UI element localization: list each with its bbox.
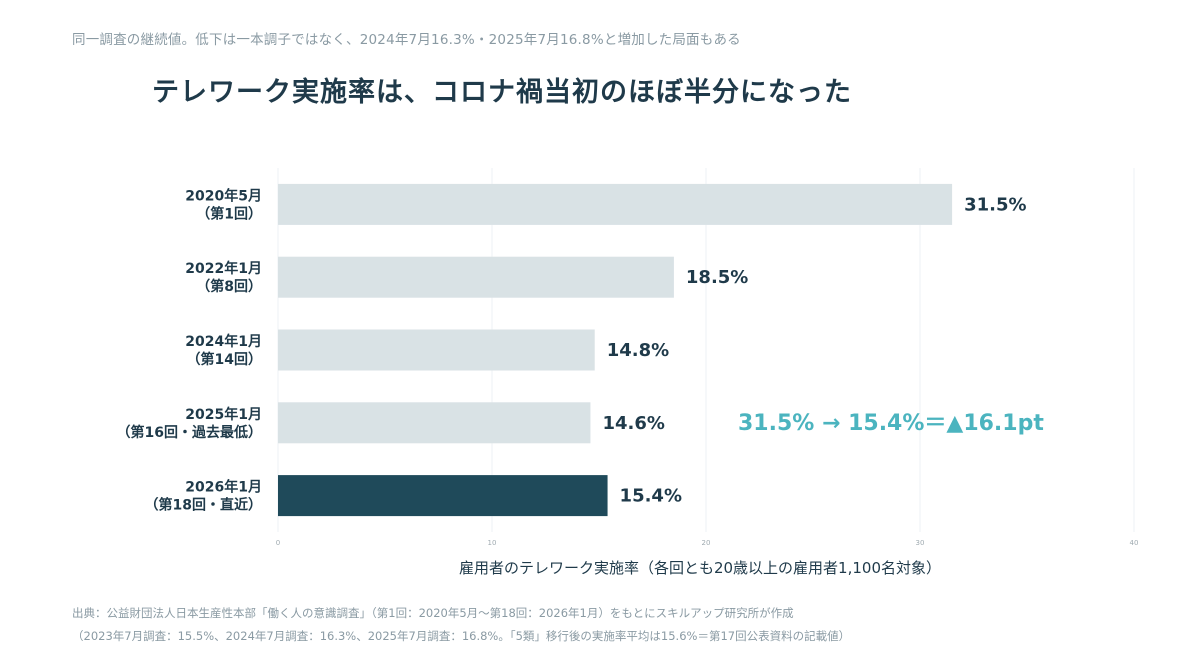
x-tick-label: 20 <box>702 539 711 547</box>
category-label: 2024年1月（第14回） <box>185 333 262 368</box>
chart-title: テレワーク実施率は、コロナ禍当初のほぼ半分になった <box>152 77 852 108</box>
x-tick-label: 40 <box>1130 539 1139 547</box>
category-label: 2025年1月（第16回・過去最低） <box>117 406 262 441</box>
x-tick-label: 10 <box>488 539 497 547</box>
data-label: 14.6% <box>602 413 664 434</box>
x-tick-label: 0 <box>276 539 280 547</box>
category-label: 2020年5月（第1回） <box>185 187 262 222</box>
bar <box>278 475 608 517</box>
category-label: 2026年1月（第18回・直近） <box>145 479 262 514</box>
bar <box>278 256 674 298</box>
source-note: 出典：公益財団法人日本生産性本部「働く人の意識調査」（第1回：2020年5月〜第… <box>72 606 794 620</box>
data-label: 15.4% <box>620 486 682 507</box>
data-label: 14.8% <box>607 340 669 361</box>
chart-subtitle: 同一調査の継続値。低下は一本調子ではなく、2024年7月16.3%・2025年7… <box>72 32 741 48</box>
x-tick-label: 30 <box>916 539 925 547</box>
data-label: 31.5% <box>964 194 1026 215</box>
x-axis-label: 雇用者のテレワーク実施率（各回とも20歳以上の雇用者1,100名対象） <box>459 559 941 577</box>
bar <box>278 329 595 371</box>
bar <box>278 402 591 444</box>
change-annotation: 31.5% → 15.4%＝▲16.1pt <box>738 411 1044 436</box>
bar-chart: 0 10 20 30 40 2020年5月（第1回） 31.5% 2022年1月（第8回） 18… <box>117 168 1139 577</box>
survey-note: （2023年7月調査：15.5%、2024年7月調査：16.3%、2025年7月… <box>72 629 851 643</box>
category-label: 2022年1月（第8回） <box>185 260 262 295</box>
data-label: 18.5% <box>686 267 748 288</box>
bar <box>278 183 953 225</box>
